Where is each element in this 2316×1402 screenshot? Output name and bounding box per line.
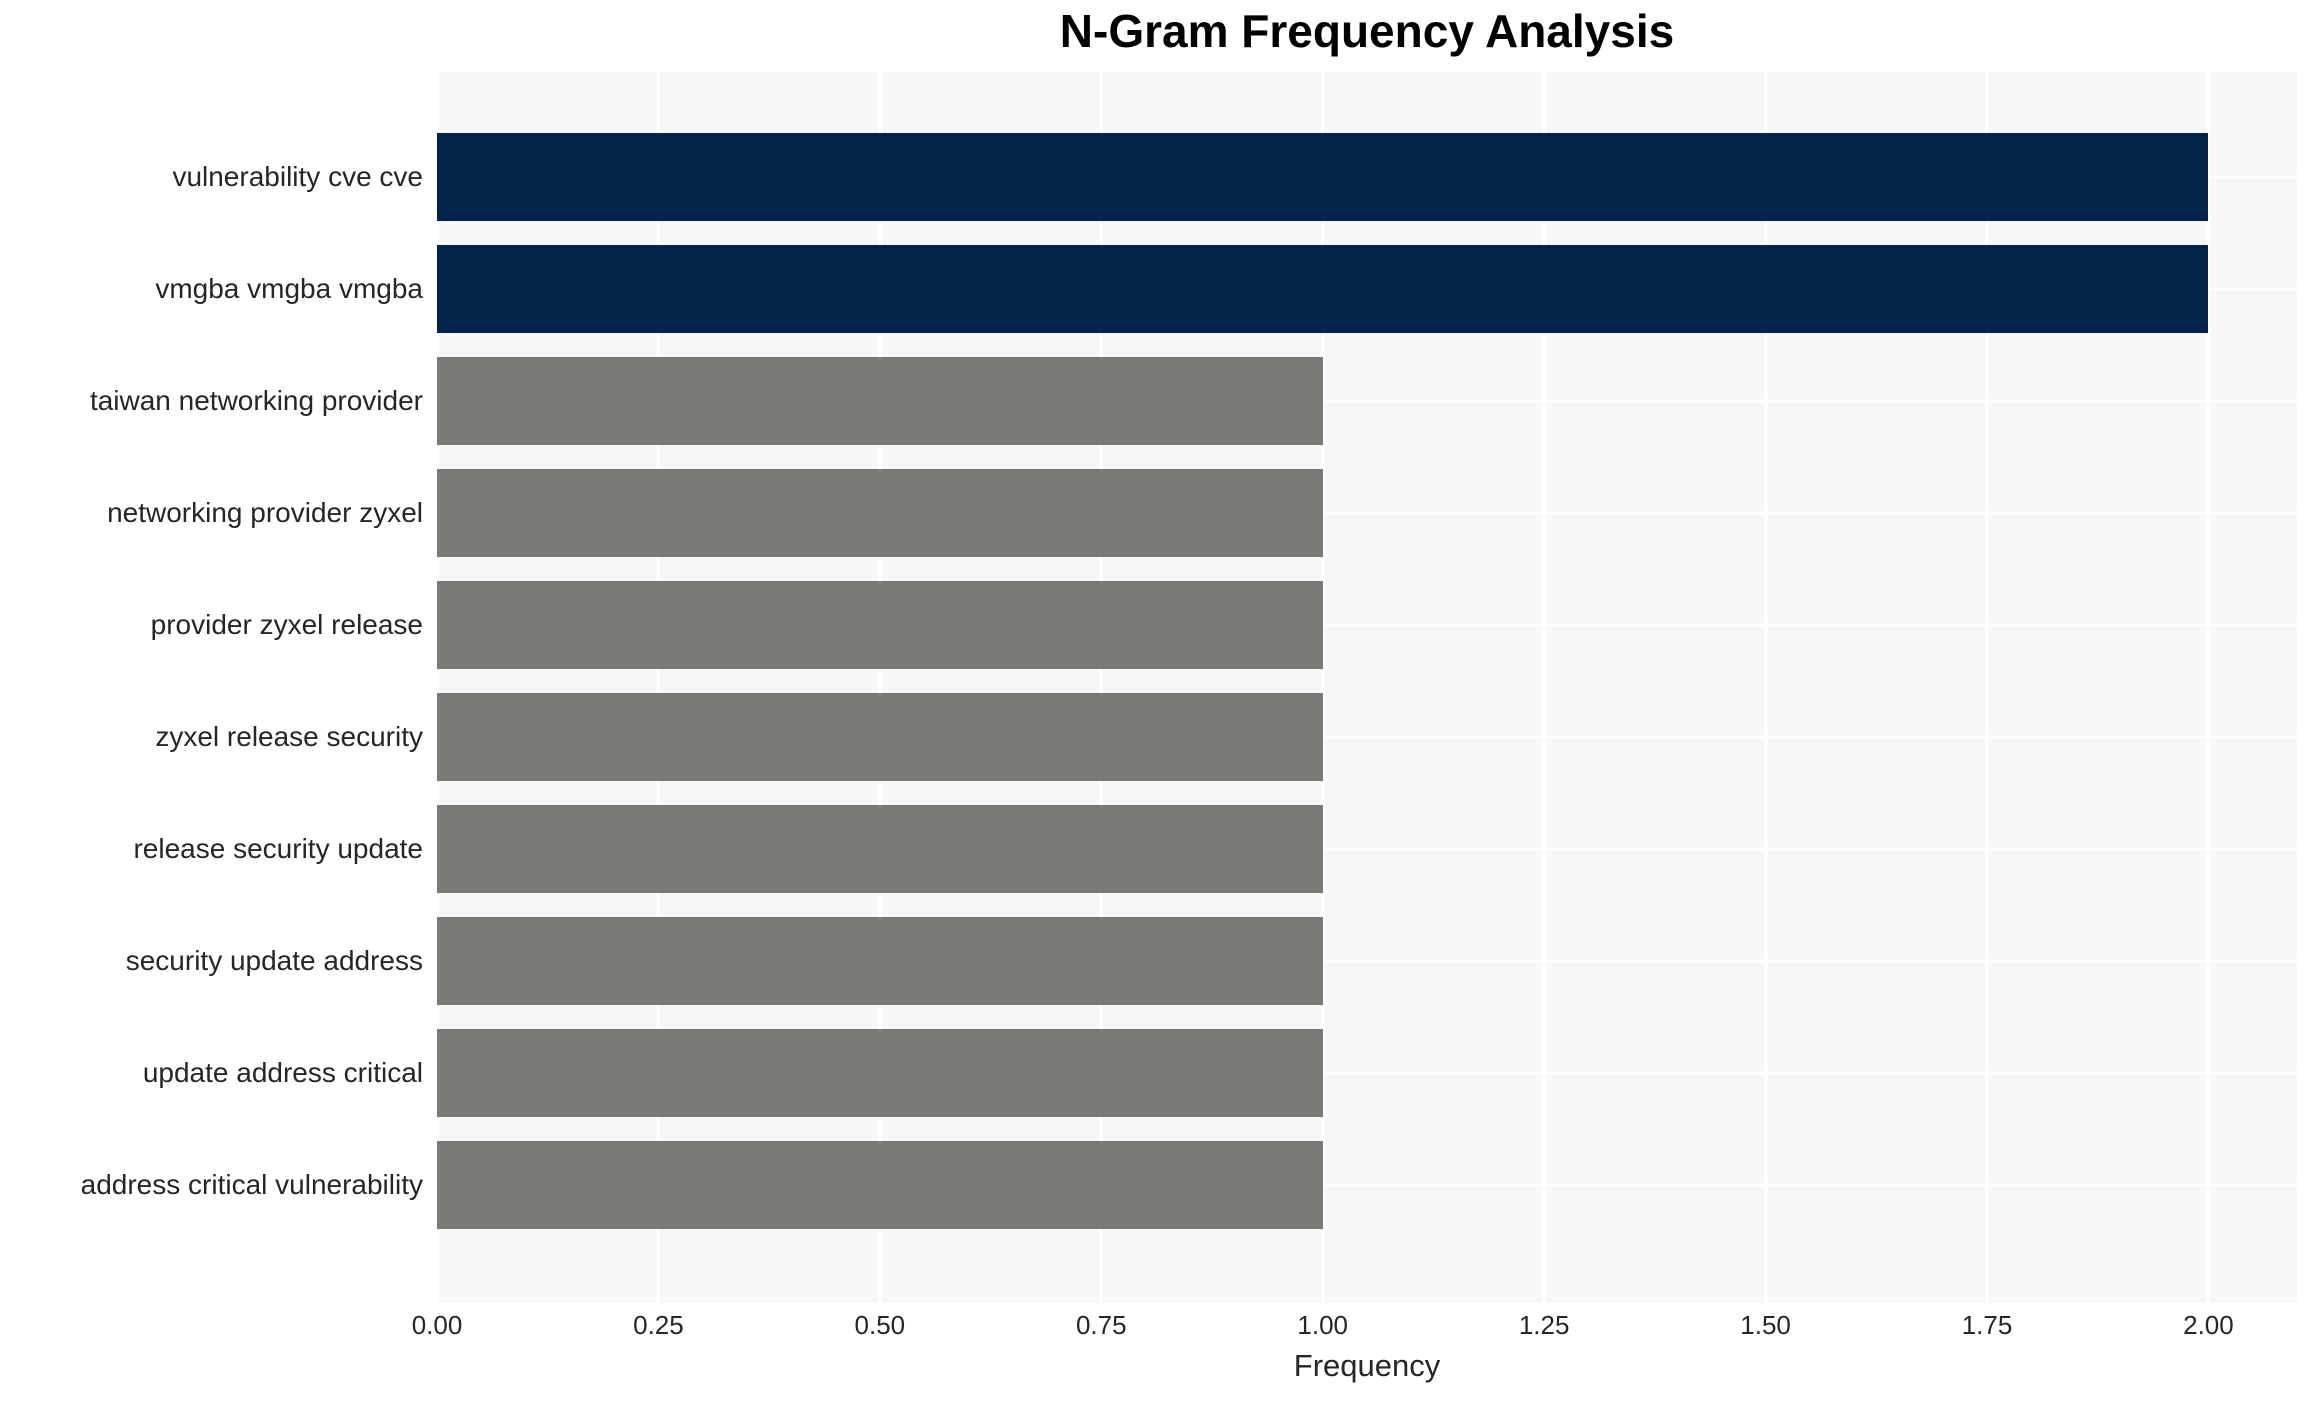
x-gridline (656, 72, 660, 1303)
x-tick-label: 0.00 (411, 1310, 463, 1340)
x-tick-label: 1.50 (1740, 1310, 1791, 1340)
x-gridline (1542, 72, 1546, 1303)
x-tick-label: 0.75 (1075, 1310, 1127, 1340)
bar (437, 1141, 1323, 1229)
x-tick-label: 1.75 (1961, 1310, 2013, 1340)
bar (437, 581, 1323, 669)
y-tick-label: provider zyxel release (150, 609, 423, 640)
y-gridline (437, 1071, 2297, 1075)
bar (437, 693, 1323, 781)
bar (437, 917, 1323, 1005)
x-tick-label: 1.00 (1297, 1310, 1349, 1340)
y-tick-label: networking provider zyxel (107, 497, 423, 528)
y-gridline (437, 1183, 2297, 1187)
x-gridline (1321, 72, 1325, 1303)
y-tick-label: zyxel release security (155, 721, 423, 752)
bar (437, 1029, 1323, 1117)
bar (437, 357, 1323, 445)
y-gridline (437, 399, 2297, 403)
x-gridline (1985, 72, 1989, 1303)
y-tick-label: taiwan networking provider (89, 385, 423, 416)
y-tick-label: security update address (125, 945, 423, 976)
bar (437, 133, 2209, 221)
y-gridline (437, 623, 2297, 627)
bar (437, 805, 1323, 893)
y-tick-label: vulnerability cve cve (172, 161, 423, 192)
x-tick-label: 2.00 (2183, 1310, 2234, 1340)
y-gridline (437, 511, 2297, 515)
x-axis-title: Frequency (1293, 1348, 1441, 1383)
bar (437, 469, 1323, 557)
y-tick-label: vmgba vmgba vmgba (155, 273, 423, 304)
x-tick-label: 1.25 (1518, 1310, 1570, 1340)
x-gridline (878, 72, 882, 1303)
y-tick-label: update address critical (142, 1057, 423, 1088)
y-gridline (437, 847, 2297, 851)
chart-title: N-Gram Frequency Analysis (1059, 5, 1675, 57)
bar (437, 245, 2209, 333)
x-gridline (2206, 72, 2210, 1303)
x-gridline (1099, 72, 1103, 1303)
y-tick-label: address critical vulnerability (80, 1169, 423, 1200)
x-gridline (1764, 72, 1768, 1303)
y-gridline (437, 735, 2297, 739)
y-tick-label: release security update (133, 833, 423, 864)
x-tick-label: 0.50 (854, 1310, 906, 1340)
x-gridline (437, 72, 439, 1303)
y-gridline (437, 959, 2297, 963)
x-tick-label: 0.25 (633, 1310, 684, 1340)
plot-area (437, 72, 2297, 1303)
